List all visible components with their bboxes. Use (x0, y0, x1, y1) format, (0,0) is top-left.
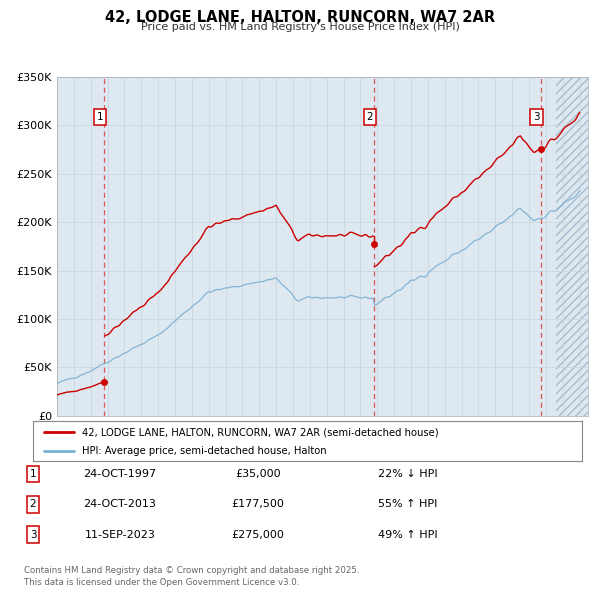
Text: 1: 1 (29, 470, 37, 479)
Text: 55% ↑ HPI: 55% ↑ HPI (378, 500, 437, 509)
Text: 11-SEP-2023: 11-SEP-2023 (85, 530, 155, 539)
Text: 42, LODGE LANE, HALTON, RUNCORN, WA7 2AR: 42, LODGE LANE, HALTON, RUNCORN, WA7 2AR (105, 10, 495, 25)
Text: 3: 3 (533, 113, 540, 122)
Text: 24-OCT-2013: 24-OCT-2013 (83, 500, 157, 509)
Bar (556, 77, 588, 416)
Text: Price paid vs. HM Land Registry's House Price Index (HPI): Price paid vs. HM Land Registry's House … (140, 22, 460, 32)
Text: 3: 3 (29, 530, 37, 539)
Text: 1: 1 (97, 113, 103, 122)
Text: 22% ↓ HPI: 22% ↓ HPI (378, 470, 437, 479)
Bar (556, 77, 588, 416)
Text: £177,500: £177,500 (232, 500, 284, 509)
Text: 49% ↑ HPI: 49% ↑ HPI (378, 530, 437, 539)
Text: 42, LODGE LANE, HALTON, RUNCORN, WA7 2AR (semi-detached house): 42, LODGE LANE, HALTON, RUNCORN, WA7 2AR… (82, 427, 439, 437)
Text: HPI: Average price, semi-detached house, Halton: HPI: Average price, semi-detached house,… (82, 445, 327, 455)
Text: 24-OCT-1997: 24-OCT-1997 (83, 470, 157, 479)
Text: 2: 2 (367, 113, 373, 122)
Text: 2: 2 (29, 500, 37, 509)
Text: £35,000: £35,000 (235, 470, 281, 479)
Text: Contains HM Land Registry data © Crown copyright and database right 2025.
This d: Contains HM Land Registry data © Crown c… (24, 566, 359, 587)
Text: £275,000: £275,000 (232, 530, 284, 539)
